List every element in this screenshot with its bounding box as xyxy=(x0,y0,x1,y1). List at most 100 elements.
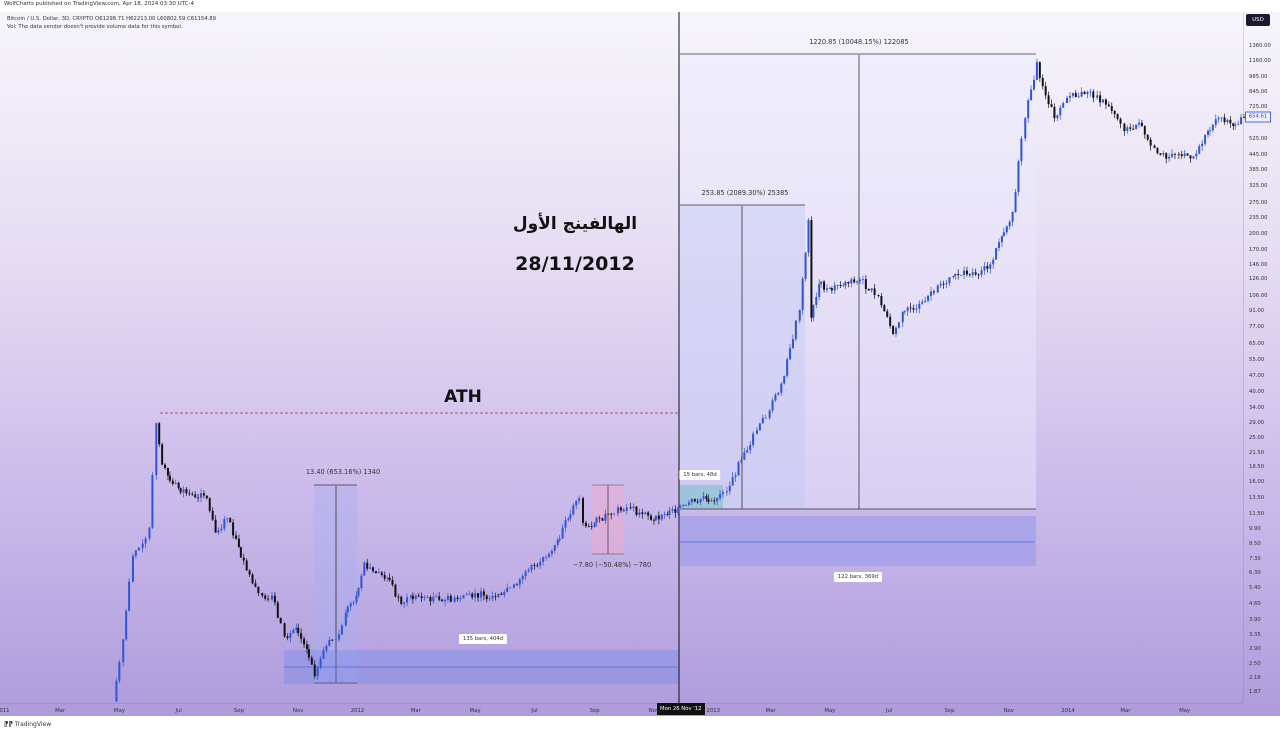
candle-up xyxy=(1217,118,1220,120)
candle-down xyxy=(313,664,316,677)
candle-up xyxy=(1226,119,1229,122)
chart-pane[interactable] xyxy=(0,12,1280,716)
time-tick: Mar xyxy=(1120,708,1131,714)
candle-down xyxy=(1229,119,1232,124)
price-tick: 55.00 xyxy=(1249,357,1265,364)
candle-up xyxy=(553,544,556,551)
candle-up xyxy=(131,555,134,582)
candle-up xyxy=(740,459,743,463)
candle-up xyxy=(474,593,477,598)
candle-up xyxy=(927,295,930,301)
price-tick: 170.00 xyxy=(1249,246,1268,253)
price-tick: 126.00 xyxy=(1249,276,1268,283)
candle-down xyxy=(1116,114,1119,119)
measure-april-zone[interactable] xyxy=(680,205,805,509)
candle-up xyxy=(749,445,752,451)
candle-up xyxy=(870,288,873,291)
candle-down xyxy=(1132,128,1135,130)
bars-long-zone[interactable] xyxy=(680,516,1036,566)
candle-down xyxy=(1044,86,1047,96)
candle-down xyxy=(1186,153,1189,156)
candle-down xyxy=(245,560,248,571)
candle-up xyxy=(761,417,764,424)
candle-down xyxy=(584,522,587,527)
candle-up xyxy=(453,597,456,602)
candle-down xyxy=(1053,106,1056,119)
candle-up xyxy=(719,494,722,499)
candle-down xyxy=(471,593,474,598)
price-tick: 11.50 xyxy=(1249,510,1265,517)
time-tick: Mar xyxy=(410,708,421,714)
candle-up xyxy=(685,504,688,506)
measure-2011-label: 13.40 (653.16%) 1340 xyxy=(305,468,381,476)
candle-down xyxy=(590,526,593,527)
candle-up xyxy=(200,493,203,498)
measure-big-label: 1220.85 (10048.15%) 122085 xyxy=(809,38,909,46)
candle-up xyxy=(115,680,118,702)
candle-up xyxy=(663,514,666,516)
bars-long-label: 122 bars, 369d xyxy=(833,572,883,582)
candle-down xyxy=(267,598,270,600)
candle-down xyxy=(208,498,211,511)
candle-up xyxy=(1002,232,1005,237)
candle-up xyxy=(1171,153,1174,157)
candle-up xyxy=(1035,62,1038,80)
candle-down xyxy=(239,547,242,558)
candle-up xyxy=(578,498,581,501)
price-axis[interactable]: 1360.00 1160.00 985.00 845.00 725.00 525.00 44… xyxy=(1243,12,1280,703)
candle-up xyxy=(1027,100,1030,119)
candle-up xyxy=(344,612,347,626)
candle-down xyxy=(912,308,915,310)
candle-up xyxy=(963,270,966,275)
candle-down xyxy=(629,507,632,509)
candle-up xyxy=(1056,115,1059,119)
candle-up xyxy=(668,510,671,515)
candle-down xyxy=(257,586,260,594)
halving-title: الهالفينج الأول xyxy=(512,214,638,234)
candle-up xyxy=(226,518,229,520)
candle-up xyxy=(638,512,641,515)
candle-down xyxy=(657,515,660,520)
candle-up xyxy=(545,556,548,558)
candle-up xyxy=(1204,134,1207,144)
candle-up xyxy=(125,610,128,640)
candle-down xyxy=(867,288,870,291)
candle-up xyxy=(783,375,786,384)
candle-up xyxy=(1062,103,1065,108)
candle-down xyxy=(1177,154,1180,155)
currency-button[interactable]: USD xyxy=(1246,14,1270,26)
time-axis[interactable]: 2011 Mar May Jul Sep Nov 2012 Mar May Jul Sep Nov 20… xyxy=(0,703,1243,717)
candle-up xyxy=(443,599,446,602)
candle-up xyxy=(774,394,777,401)
candle-down xyxy=(965,270,968,275)
candle-down xyxy=(810,220,813,318)
candle-up xyxy=(550,550,553,554)
candle-up xyxy=(671,509,674,511)
time-tick: Sep xyxy=(944,708,955,714)
measure-2011-zone[interactable] xyxy=(314,485,357,683)
price-tick: 4.60 xyxy=(1249,600,1261,607)
candle-down xyxy=(598,517,601,519)
candle-up xyxy=(794,320,797,340)
candle-up xyxy=(815,296,818,305)
candle-up xyxy=(1068,95,1071,98)
candle-up xyxy=(960,274,963,276)
bars-short-zone[interactable] xyxy=(680,485,723,509)
candle-up xyxy=(731,476,734,486)
candle-down xyxy=(166,468,169,476)
halving-date: 28/11/2012 xyxy=(515,253,635,275)
candle-up xyxy=(292,629,295,634)
price-tick: 200.00 xyxy=(1249,230,1268,237)
candle-up xyxy=(915,308,918,310)
candle-down xyxy=(1180,154,1183,156)
candle-up xyxy=(690,498,693,503)
candle-down xyxy=(264,595,267,599)
candle-up xyxy=(632,506,635,509)
candle-up xyxy=(764,417,767,419)
time-tick: 2012 xyxy=(350,708,365,714)
candle-up xyxy=(479,591,482,598)
candle-down xyxy=(1146,134,1149,140)
symbol-legend: Bitcoin / U.S. Dollar, 3D, CRYPTO O61298… xyxy=(7,15,216,31)
candle-up xyxy=(728,485,731,492)
candle-down xyxy=(251,574,254,584)
